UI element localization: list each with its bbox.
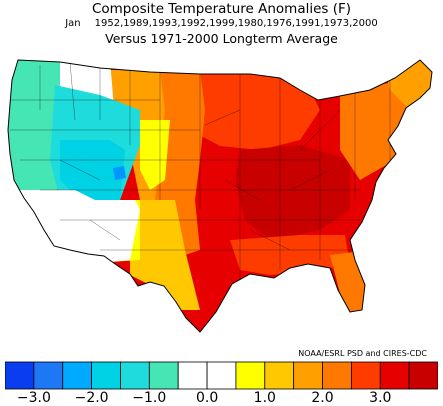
region-great-basin <box>60 140 125 200</box>
legend-swatch <box>5 361 35 390</box>
legend-swatch <box>293 361 323 390</box>
legend-swatch <box>322 361 352 390</box>
region-colorado-cold-cell <box>113 166 126 180</box>
legend-swatch <box>62 361 93 390</box>
legend-tick-label: −1.0 <box>132 390 167 406</box>
legend-tick-label: −3.0 <box>16 390 51 406</box>
region-california-southwest <box>20 190 140 262</box>
legend-swatch <box>350 361 381 390</box>
legend-swatch <box>206 361 237 390</box>
legend-tick-label: 0.0 <box>195 390 219 406</box>
legend-swatch <box>148 361 179 390</box>
us-outline <box>7 59 433 333</box>
region-tennessee-valley <box>235 145 350 240</box>
data-credit: NOAA/ESRL PSD and CIRES-CDC <box>298 349 427 358</box>
legend-swatch <box>408 361 438 390</box>
years-list: 1952,1989,1993,1992,1999,1980,1976,1991,… <box>94 18 378 29</box>
legend-swatch <box>33 361 64 390</box>
legend-tick-label: 2.0 <box>311 390 334 406</box>
region-front-range <box>140 120 170 190</box>
composite-years: Jan 1952,1989,1993,1992,1999,1980,1976,19… <box>0 18 443 29</box>
region-northeast <box>340 80 420 180</box>
legend-swatch <box>120 361 150 390</box>
region-upper-midwest <box>180 70 320 150</box>
baseline-subtitle: Versus 1971-2000 Longterm Average <box>105 31 338 46</box>
legend-tick-label: 3.0 <box>369 390 392 406</box>
legend-swatch <box>91 361 121 390</box>
legend-swatch <box>177 361 208 390</box>
legend-swatch <box>264 361 295 390</box>
state-boundaries <box>10 61 391 280</box>
us-anomaly-map <box>7 59 433 333</box>
legend-tick-label: 1.0 <box>253 390 276 406</box>
legend-tick-label: −2.0 <box>74 390 109 406</box>
color-legend <box>5 361 438 390</box>
legend-swatch <box>379 361 410 390</box>
month-label: Jan <box>65 18 81 29</box>
legend-swatch <box>235 361 266 390</box>
map-title: Composite Temperature Anomalies (F) <box>91 1 352 17</box>
